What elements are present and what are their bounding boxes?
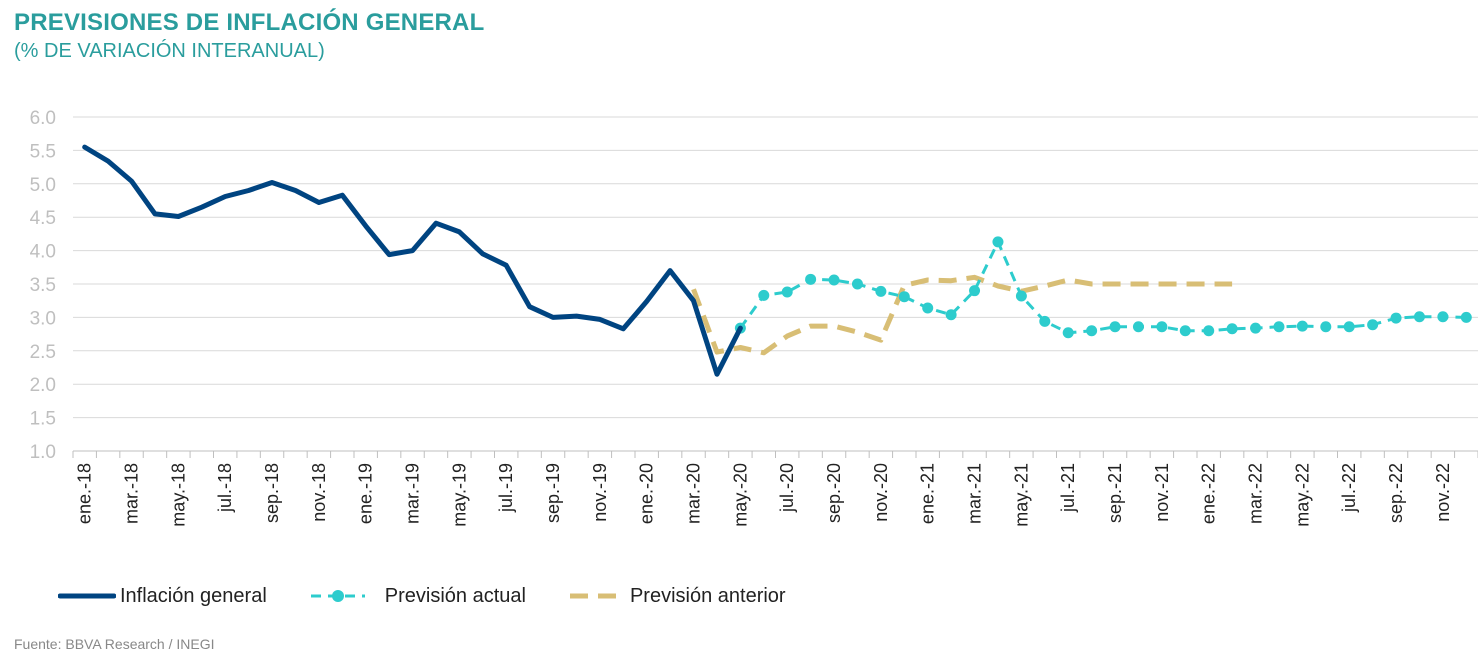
x-tick-label: sep.-22: [1386, 463, 1406, 523]
x-tick-label: ene.-22: [1199, 463, 1219, 524]
x-tick-label: jul.-18: [215, 463, 235, 513]
legend-label: Inflación general: [120, 584, 267, 607]
x-tick-label: ene.-18: [75, 463, 95, 524]
y-tick-label: 6.0: [30, 108, 56, 129]
x-axis: ene.-18 mar.-18 may.-18 jul.-18 sep.-18 nov.-…: [72, 450, 1478, 527]
x-tick-label: sep.-19: [543, 463, 563, 523]
line-chart: 1.0 1.5 2.0 2.5 3.0 3.5 4.0 4.5 5.0 5.5 6.0 ene.-1…: [30, 108, 1478, 527]
legend-item-prevision-anterior[interactable]: Previsión anterior: [568, 585, 786, 608]
data-point-prevision-actual: [1132, 321, 1144, 333]
data-point-prevision-actual: [1179, 325, 1191, 337]
x-tick-label: mar.-19: [403, 463, 423, 524]
data-point-prevision-actual: [781, 286, 793, 298]
data-point-prevision-actual: [1015, 290, 1027, 302]
x-tick-label: ene.-20: [637, 463, 657, 524]
x-tick-label: may.-19: [449, 463, 469, 527]
x-tick-label: sep.-20: [824, 463, 844, 523]
series-line-prevision-actual: [739, 240, 1467, 335]
data-point-prevision-actual: [1086, 325, 1098, 337]
legend-swatch-solid: [58, 593, 116, 599]
x-tick-label: mar.-20: [684, 463, 704, 524]
data-point-prevision-actual: [1437, 311, 1449, 323]
data-point-prevision-actual: [875, 285, 887, 297]
data-point-prevision-actual: [1156, 321, 1168, 333]
x-tick-label: may.-18: [168, 463, 188, 527]
legend-swatch-dashed-marker: [310, 590, 365, 602]
y-tick-label: 1.0: [30, 442, 56, 463]
legend-item-inflacion-general[interactable]: Inflación general: [58, 585, 267, 608]
data-point-prevision-actual: [758, 289, 770, 301]
y-tick-label: 5.0: [30, 175, 56, 196]
x-tick-label: jul.-22: [1339, 463, 1359, 513]
y-tick-label: 5.5: [30, 141, 56, 162]
data-point-prevision-actual: [1320, 321, 1332, 333]
chart-subtitle: (% DE VARIACIÓN INTERANUAL): [14, 40, 325, 62]
data-point-prevision-actual: [1460, 311, 1472, 323]
data-point-prevision-actual: [1413, 311, 1425, 323]
x-tick-label: nov.-20: [871, 463, 891, 522]
x-tick-label: jul.-21: [1058, 463, 1078, 513]
x-tick-label: mar.-21: [965, 463, 985, 524]
data-point-prevision-actual: [1273, 321, 1285, 333]
data-point-prevision-actual: [805, 273, 817, 285]
x-tick-label: jul.-19: [496, 463, 516, 513]
x-tick-label: sep.-18: [262, 463, 282, 523]
x-tick-label: nov.-19: [590, 463, 610, 522]
data-point-prevision-actual: [1203, 325, 1215, 337]
legend-label: Previsión actual: [384, 584, 526, 607]
series-lines: [82, 144, 1472, 377]
x-tick-label: mar.-22: [1246, 463, 1266, 524]
data-point-prevision-actual: [1343, 321, 1355, 333]
y-tick-label: 3.5: [30, 275, 56, 296]
data-point-prevision-actual: [945, 309, 957, 321]
y-tick-label: 4.0: [30, 242, 56, 263]
legend-swatch-dashed: [569, 593, 624, 599]
data-point-prevision-actual: [1367, 319, 1379, 331]
data-point-prevision-actual: [992, 236, 1004, 248]
data-point-prevision-actual: [922, 302, 934, 314]
x-tick-label: may.-20: [730, 463, 750, 527]
y-tick-label: 2.0: [30, 375, 56, 396]
x-tick-label: nov.-21: [1152, 463, 1172, 522]
x-tick-label: may.-21: [1011, 463, 1031, 527]
x-tick-label: nov.-22: [1433, 463, 1453, 522]
x-tick-label: sep.-21: [1105, 463, 1125, 523]
grid-lines: [73, 116, 1478, 419]
data-point-prevision-actual: [1226, 323, 1238, 335]
x-tick-label: ene.-19: [356, 463, 376, 524]
data-point-prevision-actual: [1250, 322, 1262, 334]
data-point-prevision-actual: [1390, 312, 1402, 324]
series-line-prevision-anterior: [691, 274, 1233, 356]
x-tick-label: jul.-20: [777, 463, 797, 513]
data-point-prevision-actual: [898, 291, 910, 303]
y-tick-label: 4.5: [30, 208, 56, 229]
y-axis-labels: 1.0 1.5 2.0 2.5 3.0 3.5 4.0 4.5 5.0 5.5 6.0: [30, 108, 56, 463]
x-tick-label: may.-22: [1292, 463, 1312, 527]
y-tick-label: 1.5: [30, 409, 56, 430]
source-note: Fuente: BBVA Research / INEGI: [14, 636, 215, 652]
data-point-prevision-actual: [1062, 327, 1074, 339]
data-point-prevision-actual: [1296, 320, 1308, 332]
x-tick-label: nov.-18: [309, 463, 329, 522]
x-tick-label: mar.-18: [122, 463, 142, 524]
data-point-prevision-actual: [1109, 321, 1121, 333]
chart-legend: Inflación general Previsión actual Previ…: [58, 583, 828, 609]
x-tick-label: ene.-21: [918, 463, 938, 524]
data-point-prevision-actual: [828, 274, 840, 286]
legend-item-prevision-actual[interactable]: Previsión actual: [309, 585, 526, 608]
chart-title: PREVISIONES DE INFLACIÓN GENERAL: [14, 9, 485, 36]
y-tick-label: 2.5: [30, 342, 56, 363]
legend-label: Previsión anterior: [629, 584, 786, 607]
data-point-prevision-actual: [851, 278, 863, 290]
y-tick-label: 3.0: [30, 308, 56, 329]
data-point-prevision-actual: [969, 285, 981, 297]
series-line-inflacion-general: [82, 144, 743, 377]
data-point-prevision-actual: [1039, 315, 1051, 327]
